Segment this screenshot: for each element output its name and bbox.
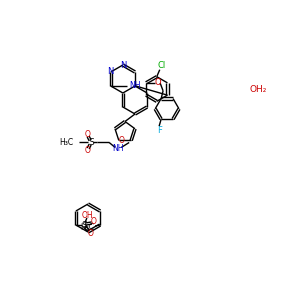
Text: N: N (120, 61, 126, 70)
Text: O: O (84, 146, 90, 155)
Text: N: N (108, 68, 114, 76)
Text: NH: NH (129, 80, 140, 89)
Text: O: O (119, 136, 125, 145)
Text: S: S (88, 138, 94, 147)
Text: NH: NH (112, 144, 124, 153)
Text: O: O (84, 130, 90, 139)
Text: S: S (81, 220, 87, 230)
Text: OH₂: OH₂ (249, 85, 267, 94)
Text: O: O (88, 229, 94, 238)
Text: H₃C: H₃C (59, 138, 73, 147)
Text: Cl: Cl (158, 61, 166, 70)
Text: OH: OH (82, 212, 94, 220)
Text: O: O (155, 78, 161, 87)
Text: F: F (157, 126, 162, 135)
Text: H₃C: H₃C (80, 223, 94, 232)
Text: O: O (91, 218, 97, 226)
